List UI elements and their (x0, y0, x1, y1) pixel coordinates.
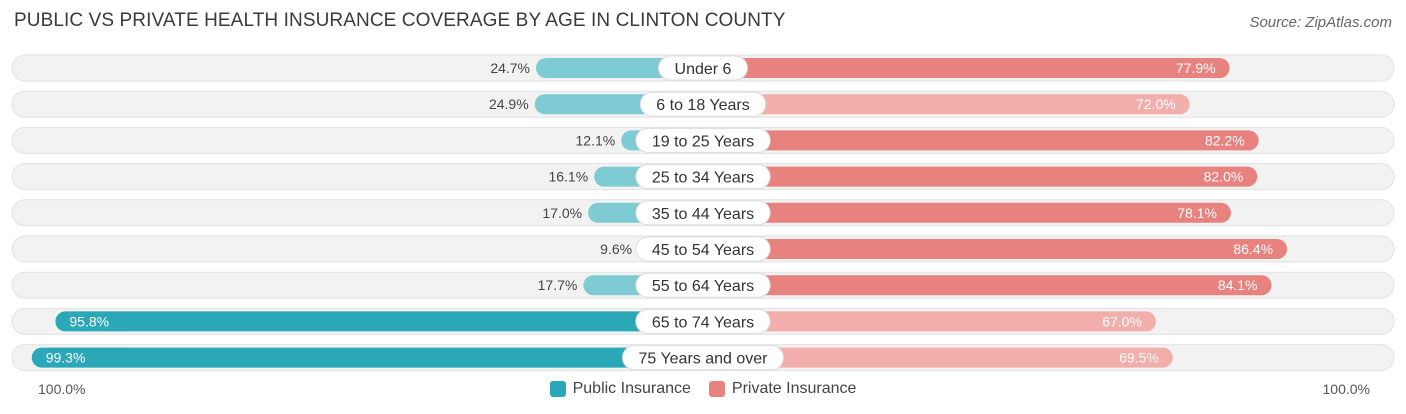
private-bar (703, 130, 1259, 151)
public-value-label: 9.6% (600, 241, 632, 257)
category-pill (635, 236, 771, 262)
private-bar (703, 347, 1173, 368)
category-label: 65 to 74 Years (652, 314, 754, 331)
axis-right-label: 100.0% (1322, 381, 1370, 397)
private-bar (703, 94, 1190, 115)
public-bar (55, 311, 704, 332)
private-value-label: 78.1% (1177, 205, 1217, 221)
public-value-label: 95.8% (69, 313, 109, 329)
category-label: 19 to 25 Years (652, 133, 754, 150)
legend-label-public: Public Insurance (572, 380, 691, 397)
category-pill (635, 200, 771, 226)
category-pill (635, 127, 771, 153)
category-pill (639, 91, 767, 117)
legend: Public Insurance Private Insurance (0, 380, 1406, 398)
legend-swatch-private (708, 381, 725, 397)
category-label: 45 to 54 Years (652, 242, 754, 259)
private-value-label: 67.0% (1102, 313, 1142, 329)
public-value-label: 12.1% (576, 132, 616, 148)
axis-left-label: 100.0% (38, 381, 86, 397)
public-value-label: 17.7% (538, 277, 578, 293)
private-value-label: 69.5% (1119, 350, 1159, 366)
category-label: 6 to 18 Years (656, 97, 749, 114)
private-bar (703, 58, 1230, 78)
public-value-label: 24.7% (490, 60, 530, 76)
private-value-label: 82.2% (1205, 132, 1245, 148)
private-bar (703, 311, 1156, 332)
private-bar (703, 275, 1272, 296)
category-label: Under 6 (675, 61, 732, 78)
public-value-label: 16.1% (548, 169, 588, 185)
chart-svg: 24.7% 77.9% Under 6 24.9% 72.0% 6 to 18 Years… (11, 54, 1395, 372)
legend-item-private[interactable]: Private Insurance (708, 380, 857, 398)
private-value-label: 84.1% (1218, 277, 1258, 293)
chart-title: PUBLIC VS PRIVATE HEALTH INSURANCE COVER… (14, 10, 786, 31)
private-bar (703, 166, 1258, 187)
private-bar (703, 239, 1288, 259)
category-pill (635, 164, 771, 190)
category-pill (635, 272, 771, 298)
category-label: 35 to 44 Years (652, 206, 754, 223)
public-value-label: 24.9% (489, 96, 529, 112)
public-bar (31, 347, 704, 368)
chart-source: Source: ZipAtlas.com (1249, 14, 1392, 31)
category-label: 25 to 34 Years (652, 170, 754, 187)
legend-label-private: Private Insurance (731, 380, 857, 397)
legend-swatch-public (549, 381, 566, 397)
category-pill (635, 308, 771, 334)
public-value-label: 99.3% (46, 350, 86, 366)
category-label: 75 Years and over (639, 351, 769, 368)
private-bar (703, 202, 1231, 223)
category-pill (622, 345, 784, 371)
private-value-label: 86.4% (1233, 241, 1273, 257)
legend-item-public[interactable]: Public Insurance (549, 380, 691, 398)
category-pill (658, 55, 748, 81)
private-value-label: 77.9% (1176, 60, 1216, 76)
private-value-label: 82.0% (1204, 169, 1244, 185)
category-label: 55 to 64 Years (652, 278, 754, 295)
public-value-label: 17.0% (542, 205, 582, 221)
private-value-label: 72.0% (1136, 96, 1176, 112)
